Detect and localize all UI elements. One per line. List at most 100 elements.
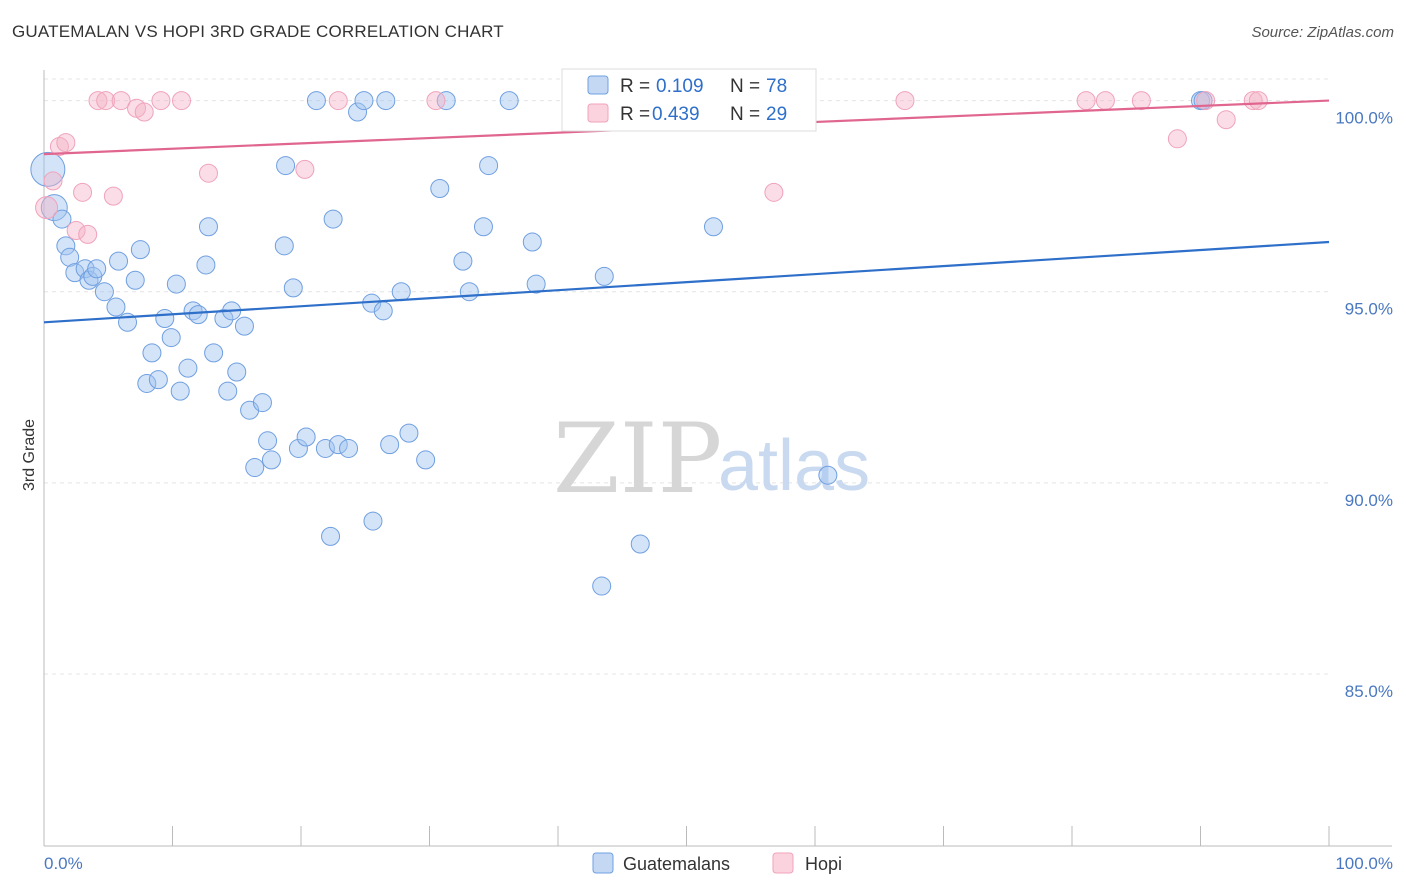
data-point xyxy=(75,259,95,279)
data-point xyxy=(43,171,63,191)
y-tick-label: 100.0% xyxy=(1335,109,1393,128)
data-point xyxy=(296,427,316,447)
data-point xyxy=(125,270,145,290)
data-point xyxy=(1248,91,1268,111)
data-point xyxy=(1243,91,1263,111)
data-point xyxy=(323,209,343,229)
data-point xyxy=(134,102,154,122)
data-point xyxy=(88,91,108,111)
watermark-atlas: atlas xyxy=(718,426,870,506)
data-point xyxy=(188,305,208,325)
data-point xyxy=(339,438,359,458)
y-tick-label: 85.0% xyxy=(1345,682,1393,701)
data-point xyxy=(354,91,374,111)
data-point xyxy=(170,381,190,401)
data-point xyxy=(151,91,171,111)
y-tick-label: 95.0% xyxy=(1345,300,1393,319)
trend-lines xyxy=(43,99,1330,324)
data-point xyxy=(60,247,80,267)
watermark-zip: ZIP xyxy=(553,403,722,515)
y-axis-title: 3rd Grade xyxy=(21,419,38,491)
data-point xyxy=(252,393,272,413)
chart-title: GUATEMALAN VS HOPI 3RD GRADE CORRELATION… xyxy=(12,22,504,41)
data-point xyxy=(196,255,216,275)
data-point xyxy=(373,301,393,321)
data-point xyxy=(274,236,294,256)
data-point xyxy=(35,196,59,220)
data-point xyxy=(109,251,129,271)
data-point xyxy=(426,91,446,111)
data-point xyxy=(218,381,238,401)
series-legend-swatch-hopi xyxy=(772,852,794,874)
data-point xyxy=(106,297,126,317)
watermark: ZIP atlas xyxy=(553,403,870,515)
source-label: Source: ZipAtlas.com xyxy=(1251,24,1394,41)
data-point xyxy=(315,438,335,458)
data-point xyxy=(348,102,368,122)
data-point xyxy=(166,274,186,294)
data-point xyxy=(52,209,72,229)
data-point xyxy=(40,194,68,222)
data-point xyxy=(276,156,296,176)
trend-line xyxy=(43,240,1330,324)
data-point xyxy=(148,370,168,390)
data-point xyxy=(245,458,265,478)
data-point xyxy=(171,91,191,111)
data-point xyxy=(78,224,98,244)
data-point xyxy=(430,179,450,199)
data-point xyxy=(473,217,493,237)
data-point xyxy=(66,221,86,241)
data-point xyxy=(499,91,519,111)
x-tick-label: 0.0% xyxy=(44,854,83,873)
data-point xyxy=(258,431,278,451)
data-point xyxy=(453,251,473,271)
data-point xyxy=(594,266,614,286)
data-point xyxy=(328,91,348,111)
data-point xyxy=(764,182,784,202)
data-point xyxy=(1167,129,1187,149)
data-point xyxy=(288,438,308,458)
data-points xyxy=(30,91,1268,596)
stats-legend-n-value-2: 29 xyxy=(766,104,787,125)
data-point xyxy=(321,526,341,546)
data-point xyxy=(161,328,181,348)
data-point xyxy=(818,465,838,485)
stats-legend-r-label-2: R = xyxy=(620,104,650,125)
data-point xyxy=(363,511,383,531)
data-point xyxy=(137,373,157,393)
data-point xyxy=(30,151,66,187)
data-point xyxy=(111,91,131,111)
data-point xyxy=(295,159,315,179)
data-point xyxy=(1076,91,1096,111)
data-point xyxy=(261,450,281,470)
data-point xyxy=(436,91,456,111)
data-point xyxy=(204,343,224,363)
data-point xyxy=(130,240,150,260)
y-tick-label: 90.0% xyxy=(1345,491,1393,510)
stats-legend-r-value-1: 0.109 xyxy=(656,76,704,97)
x-tick-labels: 0.0% 100.0% xyxy=(44,854,1393,873)
series-legend: Guatemalans Hopi xyxy=(592,852,842,874)
data-point xyxy=(1216,110,1236,130)
x-tick-label: 100.0% xyxy=(1335,854,1393,873)
data-point xyxy=(306,91,326,111)
data-point xyxy=(227,362,247,382)
data-point xyxy=(198,217,218,237)
stats-legend-n-value-1: 78 xyxy=(766,76,787,97)
data-point xyxy=(87,259,107,279)
data-point xyxy=(380,435,400,455)
data-point xyxy=(376,91,396,111)
data-point xyxy=(283,278,303,298)
data-point xyxy=(522,232,542,252)
stats-legend-r-value-2: 0.439 xyxy=(652,104,700,125)
data-point xyxy=(103,186,123,206)
data-point xyxy=(328,435,348,455)
data-point xyxy=(73,182,93,202)
stats-legend: R = 0.109 N = 78 R = 0.439 N = 29 xyxy=(561,68,817,132)
data-point xyxy=(416,450,436,470)
data-point xyxy=(96,91,116,111)
data-point xyxy=(479,156,499,176)
series-legend-label-guatemalans: Guatemalans xyxy=(623,854,730,874)
stats-legend-swatch-hopi xyxy=(587,103,609,123)
